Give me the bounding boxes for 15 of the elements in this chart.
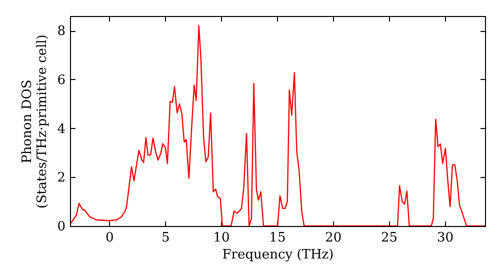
y-tick-label: 2 (57, 170, 66, 186)
x-tick-label: 10 (213, 230, 230, 246)
y-tick-label: 4 (57, 122, 66, 137)
y-tick-label: 0 (57, 220, 66, 234)
x-tick-label: 20 (325, 230, 342, 246)
y-axis-title: Phonon DOS (States/THz·primitive cell) (20, 34, 50, 209)
x-tick-label: 5 (161, 230, 170, 246)
x-tick-label: 0 (106, 230, 114, 246)
x-tick-label: 30 (436, 230, 454, 246)
line-series (70, 25, 485, 226)
y-tick-label: 8 (57, 24, 66, 40)
x-axis-title: Frequency (THz) (222, 248, 334, 262)
x-tick-label: 25 (381, 230, 398, 246)
y-tick-label: 6 (57, 72, 66, 88)
x-tick-label: 15 (269, 230, 286, 246)
